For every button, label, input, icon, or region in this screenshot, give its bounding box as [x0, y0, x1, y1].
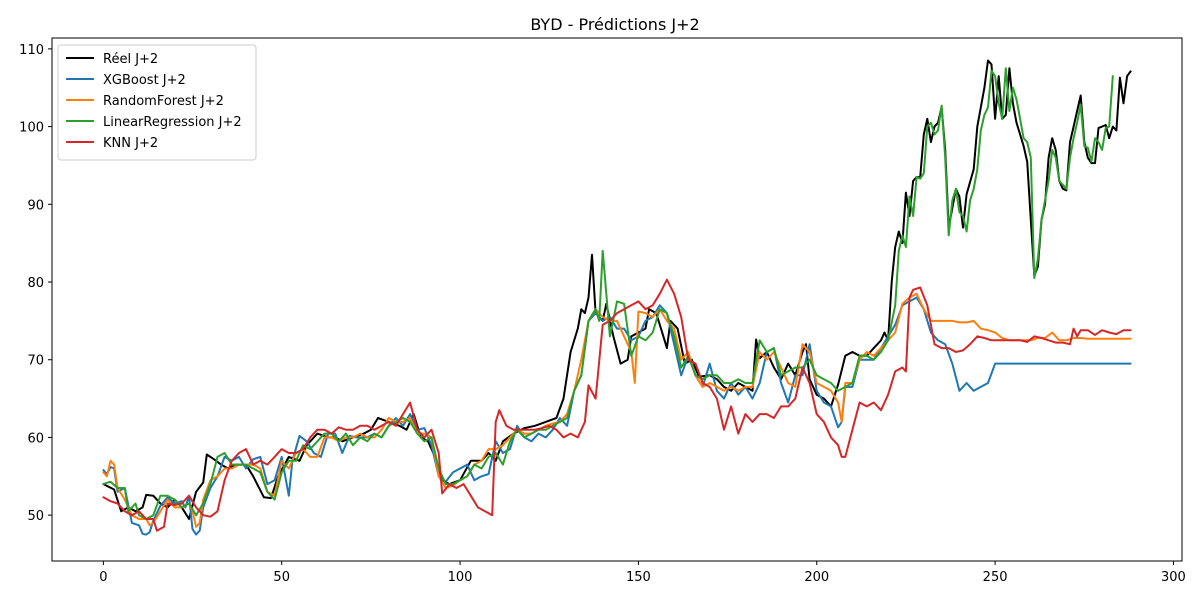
- x-tick-label: 100: [448, 570, 473, 585]
- y-tick-label: 70: [27, 354, 44, 369]
- axes-frame: [51, 37, 1183, 562]
- legend: Réel J+2 XGBoost J+2 RandomForest J+2 Linea…: [57, 44, 257, 161]
- x-tick-label: 50: [273, 570, 290, 585]
- legend-label-4: KNN J+2: [103, 136, 158, 151]
- legend-label-1: XGBoost J+2: [103, 73, 186, 88]
- legend-label-0: Réel J+2: [103, 52, 158, 67]
- legend-box: [57, 44, 257, 161]
- x-tick-label: 150: [626, 570, 651, 585]
- y-tick-label: 100: [19, 121, 44, 136]
- axes-layer: 0 50 100 150 200 250 300 50 60 70 80 90 100 110: [19, 37, 1186, 585]
- x-tick-label: 250: [983, 570, 1008, 585]
- legend-label-3: LinearRegression J+2: [103, 115, 242, 130]
- x-tick-label: 0: [99, 570, 107, 585]
- series-layer: [102, 59, 1132, 536]
- series-line-3: [102, 67, 1114, 520]
- x-tick-label: 200: [804, 570, 829, 585]
- legend-label-2: RandomForest J+2: [103, 94, 224, 109]
- y-tick-label: 50: [27, 509, 44, 524]
- x-tick-label: 300: [1161, 570, 1186, 585]
- chart-title: BYD - Prédictions J+2: [530, 15, 699, 34]
- y-tick-label: 60: [27, 431, 44, 446]
- y-tick-label: 110: [19, 43, 44, 58]
- y-tick-label: 80: [27, 276, 44, 291]
- y-tick-label: 90: [27, 198, 44, 213]
- series-line-4: [102, 278, 1132, 532]
